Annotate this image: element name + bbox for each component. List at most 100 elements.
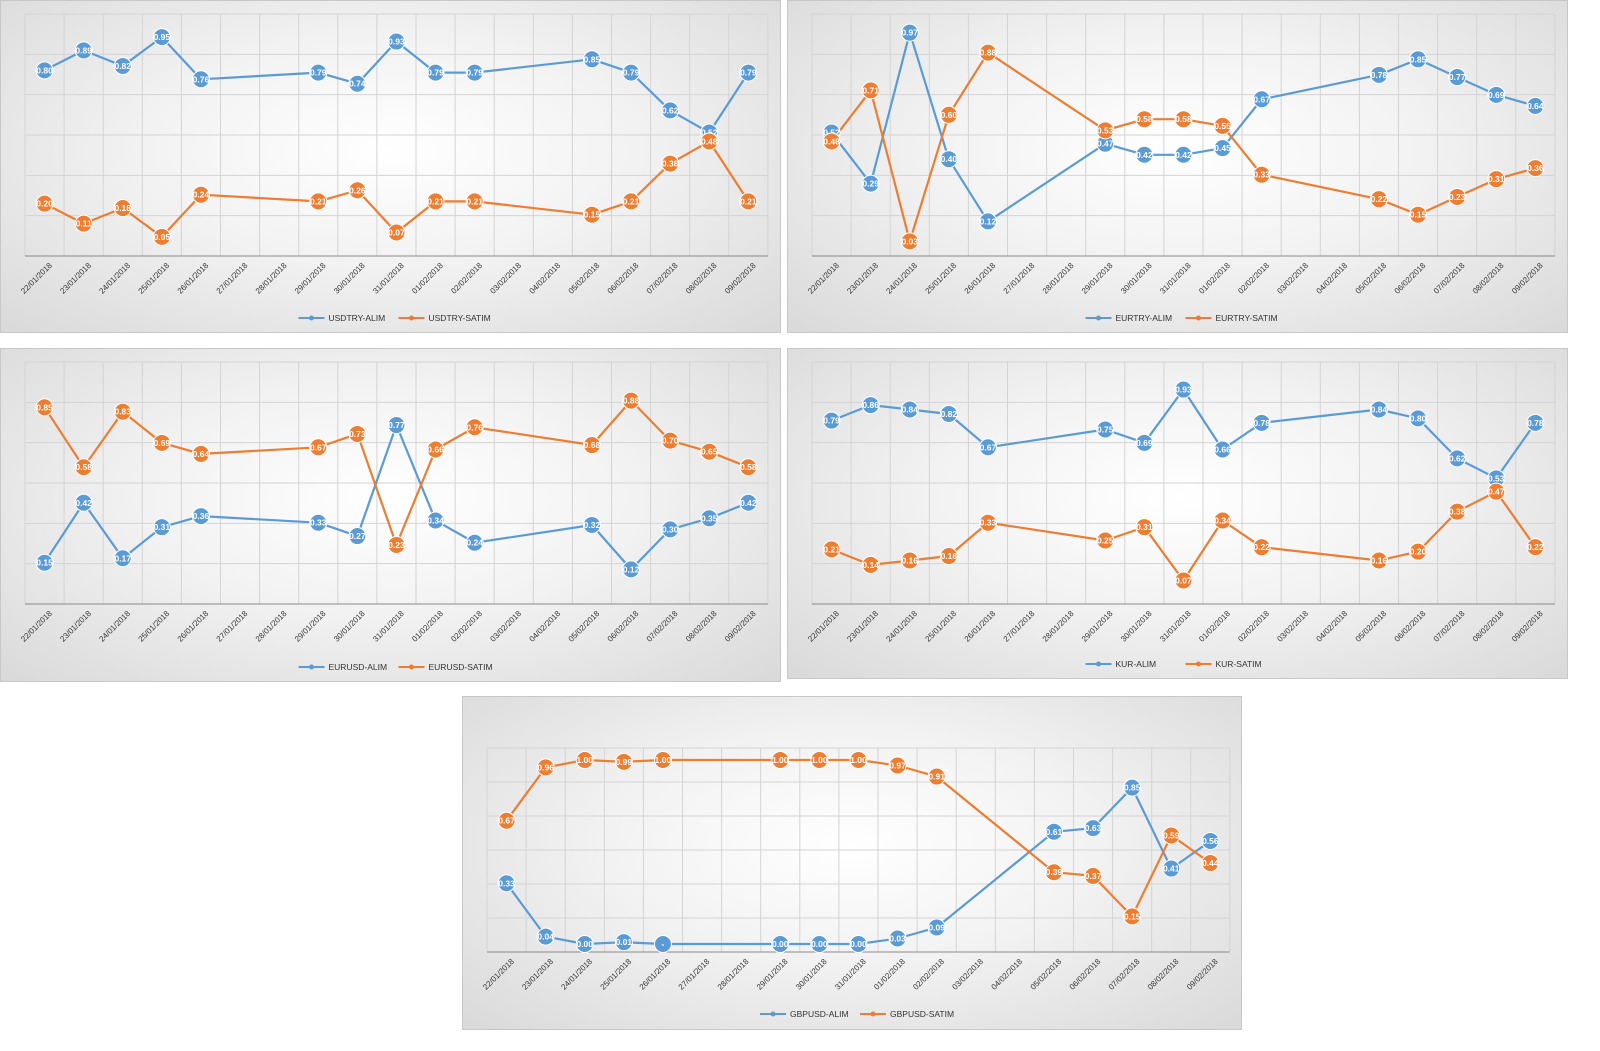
data-label: 0.79 [740, 68, 757, 78]
data-point [1201, 854, 1220, 873]
x-tick-label: 05/02/2018 [567, 609, 602, 644]
x-tick-label: 31/01/2018 [1158, 609, 1193, 644]
data-point [622, 391, 641, 410]
series-line-usdtry-satim [44, 140, 750, 238]
legend-label: USDTRY-SATIM [429, 313, 491, 323]
legend-label: KUR-ALIM [1116, 659, 1157, 669]
data-label: 0.68 [584, 440, 601, 450]
data-label: 0.48 [701, 136, 718, 146]
data-label: 0.83 [114, 407, 131, 417]
data-point [861, 555, 880, 574]
data-label: 0.18 [114, 203, 131, 213]
x-tick-label: 24/01/2018 [884, 609, 919, 644]
data-point [771, 751, 790, 769]
data-point [74, 41, 93, 60]
x-tick-label: 27/01/2018 [215, 609, 250, 644]
data-point [582, 50, 601, 69]
data-point [582, 436, 601, 455]
data-label: 0.58 [1175, 114, 1192, 124]
data-point [653, 935, 672, 953]
data-point [1084, 819, 1103, 838]
x-tick-label: 26/01/2018 [963, 609, 998, 644]
chart-svg: 22/01/2018 23/01/2018 24/01/2018 25/01/2018… [806, 361, 1556, 669]
data-label: 0.78 [1527, 418, 1544, 428]
data-point [1526, 413, 1545, 432]
legend-marker [409, 664, 414, 670]
gridlines [811, 13, 1556, 257]
x-tick-label: 06/02/2018 [1393, 609, 1428, 644]
data-label: 0.24 [193, 190, 210, 200]
x-tick-label: 30/01/2018 [1119, 261, 1154, 296]
data-label: 0.04 [537, 932, 554, 942]
data-point [900, 23, 919, 42]
x-tick-label: 23/01/2018 [845, 609, 880, 644]
x-tick-label: 25/01/2018 [137, 609, 172, 644]
x-tick-labels: 22/01/2018 23/01/2018 24/01/2018 25/01/2018… [481, 957, 1220, 992]
data-point [939, 150, 958, 169]
legend-label: EURTRY-ALIM [1116, 313, 1173, 323]
data-label: 0.86 [862, 400, 879, 410]
x-tick-label: 31/01/2018 [371, 609, 406, 644]
x-tick-label: 28/01/2018 [1041, 609, 1076, 644]
chart-usdtry: 22/01/2018 23/01/2018 24/01/2018 25/01/2018… [0, 0, 781, 333]
legend-label: EURUSD-ALIM [329, 662, 388, 672]
x-tick-label: 04/02/2018 [1315, 609, 1350, 644]
data-label: 0.21 [823, 544, 840, 554]
legend: EURTRY-ALIM EURTRY-SATIM [1085, 313, 1278, 323]
data-point [1448, 449, 1467, 468]
data-label: 0.55 [1214, 121, 1231, 131]
data-label: 0.35 [701, 513, 718, 523]
x-tick-label: 02/02/2018 [449, 261, 484, 296]
data-label: 1.00 [576, 755, 593, 765]
data-label: 1.00 [655, 755, 672, 765]
data-label: 0.25 [1097, 536, 1114, 546]
data-point [661, 520, 680, 539]
data-label: 0.58 [740, 462, 757, 472]
data-point [661, 154, 680, 173]
x-tick-label: 27/01/2018 [677, 957, 712, 992]
x-tick-label: 09/02/2018 [1510, 261, 1545, 296]
data-point [1252, 165, 1271, 184]
series-points-eurtry-alim: 0.520.290.970.400.120.470.420.420.450.67… [822, 23, 1545, 231]
data-point [465, 418, 484, 437]
data-label: 0.69 [1136, 438, 1153, 448]
data-label: 0.12 [980, 216, 997, 226]
data-point [927, 918, 946, 937]
data-point [1096, 121, 1115, 140]
series-line-gbpusd-alim [505, 786, 1212, 946]
x-tick-label: 22/01/2018 [806, 261, 841, 296]
data-label: 0.79 [823, 416, 840, 426]
data-label: 0.33 [498, 878, 515, 888]
data-label: 0.97 [901, 28, 918, 38]
x-tick-label: 22/01/2018 [481, 957, 516, 992]
x-tick-label: 02/02/2018 [1236, 609, 1271, 644]
data-label: 0.78 [1371, 70, 1388, 80]
data-label: 0.67 [1253, 94, 1270, 104]
x-tick-label: 30/01/2018 [1119, 609, 1154, 644]
data-label: 0.85 [36, 402, 53, 412]
series-line-kur-satim [831, 490, 1537, 582]
x-tick-label: 05/02/2018 [1354, 609, 1389, 644]
x-tick-label: 08/02/2018 [1471, 261, 1506, 296]
chart-gbpusd: 22/01/2018 23/01/2018 24/01/2018 25/01/2018… [462, 696, 1242, 1030]
data-point [1369, 551, 1388, 570]
data-point [1369, 190, 1388, 209]
data-point [1487, 170, 1506, 189]
data-point [939, 105, 958, 124]
data-point [1448, 68, 1467, 87]
data-point [1487, 482, 1506, 501]
data-label: 0.76 [466, 422, 483, 432]
legend-marker [870, 1011, 876, 1017]
data-point [861, 396, 880, 415]
series-points-gbpusd-alim: 0.33 0.04 0.00 0.01 - 0.00 0.00 0.00 0.03 0.09 0.6… [497, 778, 1220, 953]
data-label: 0.96 [537, 762, 554, 772]
x-tick-label: 29/01/2018 [293, 261, 328, 296]
data-point [622, 63, 641, 82]
data-point [536, 758, 555, 777]
legend-label: GBPUSD-ALIM [790, 1009, 849, 1019]
series-points-gbpusd-satim: 0.67 0.96 1.00 0.99 1.00 1.00 1.00 1.00 0.97 0.91… [497, 751, 1220, 926]
data-point [700, 442, 719, 461]
data-label: 0.33 [1253, 170, 1270, 180]
data-point [575, 751, 594, 769]
data-point [465, 192, 484, 211]
